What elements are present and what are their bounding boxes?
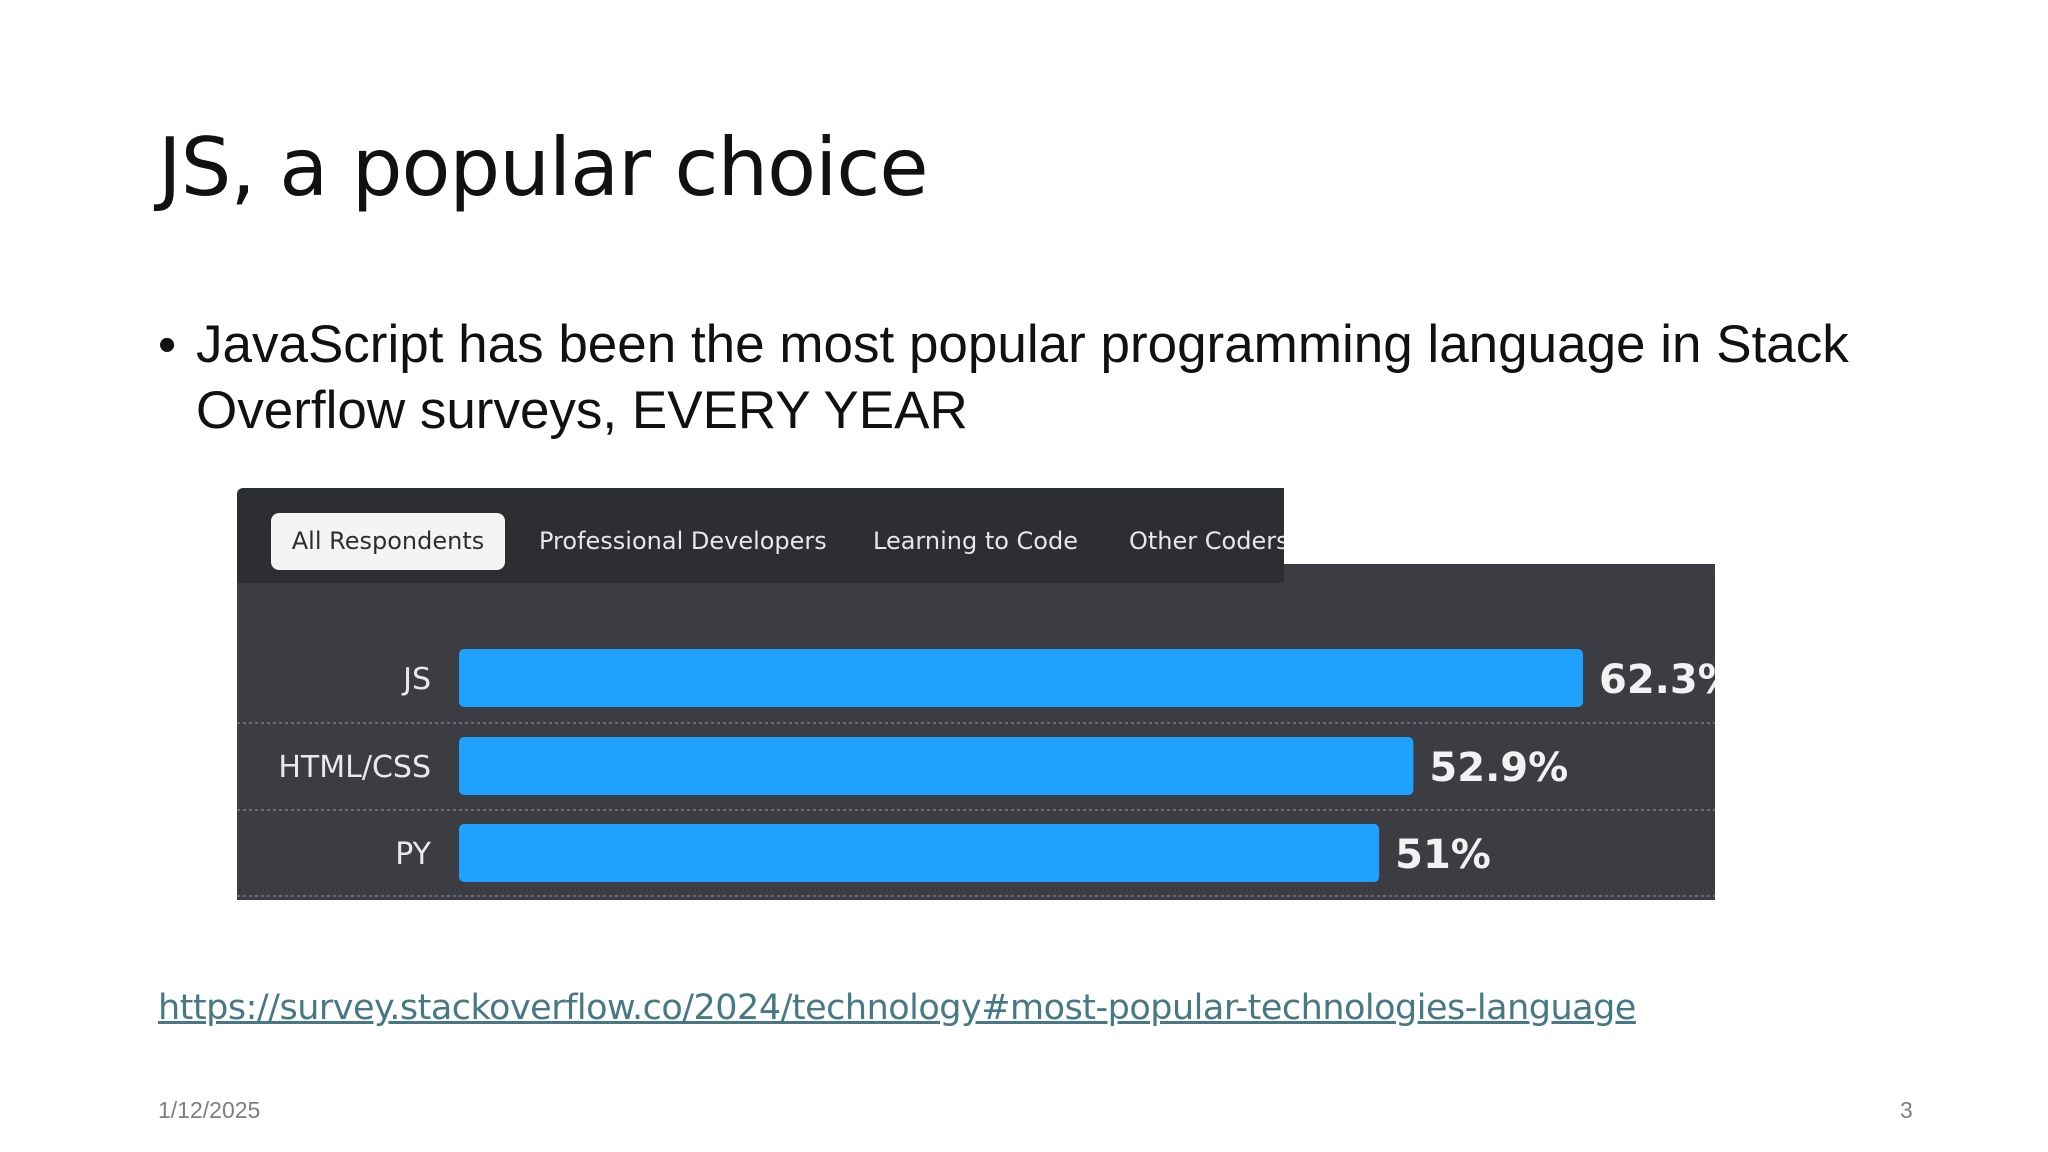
tab-all-respondents[interactable]: All Respondents — [271, 513, 505, 570]
survey-screenshot: All Respondents Professional Developers … — [237, 488, 1715, 900]
survey-tab-bar: All Respondents Professional Developers … — [237, 488, 1284, 583]
bullet-text: JavaScript has been the most popular pro… — [196, 315, 1849, 440]
source-link[interactable]: https://survey.stackoverflow.co/2024/tec… — [158, 988, 1636, 1028]
value-label: 51% — [1395, 832, 1491, 878]
bar — [459, 649, 1583, 707]
value-label: 52.9% — [1429, 745, 1568, 791]
tab-learning-to-code[interactable]: Learning to Code — [873, 527, 1078, 555]
tab-professional-developers[interactable]: Professional Developers — [539, 527, 827, 555]
language-bar-chart: JS 62.3% HTML/CSS 52.9% PY 51% — [237, 649, 1715, 897]
slide-title: JS, a popular choice — [158, 121, 929, 214]
bar — [459, 824, 1380, 882]
page-number: 3 — [1900, 1097, 1913, 1123]
category-label: JS — [401, 662, 431, 697]
tab-other-coders[interactable]: Other Coders — [1129, 527, 1284, 555]
category-label: PY — [395, 837, 431, 872]
value-label: 62.3% — [1599, 657, 1715, 703]
bar — [459, 737, 1414, 795]
footer-date: 1/12/2025 — [158, 1097, 261, 1123]
bullet-dot-icon: • — [158, 316, 177, 374]
category-label: HTML/CSS — [278, 750, 431, 785]
